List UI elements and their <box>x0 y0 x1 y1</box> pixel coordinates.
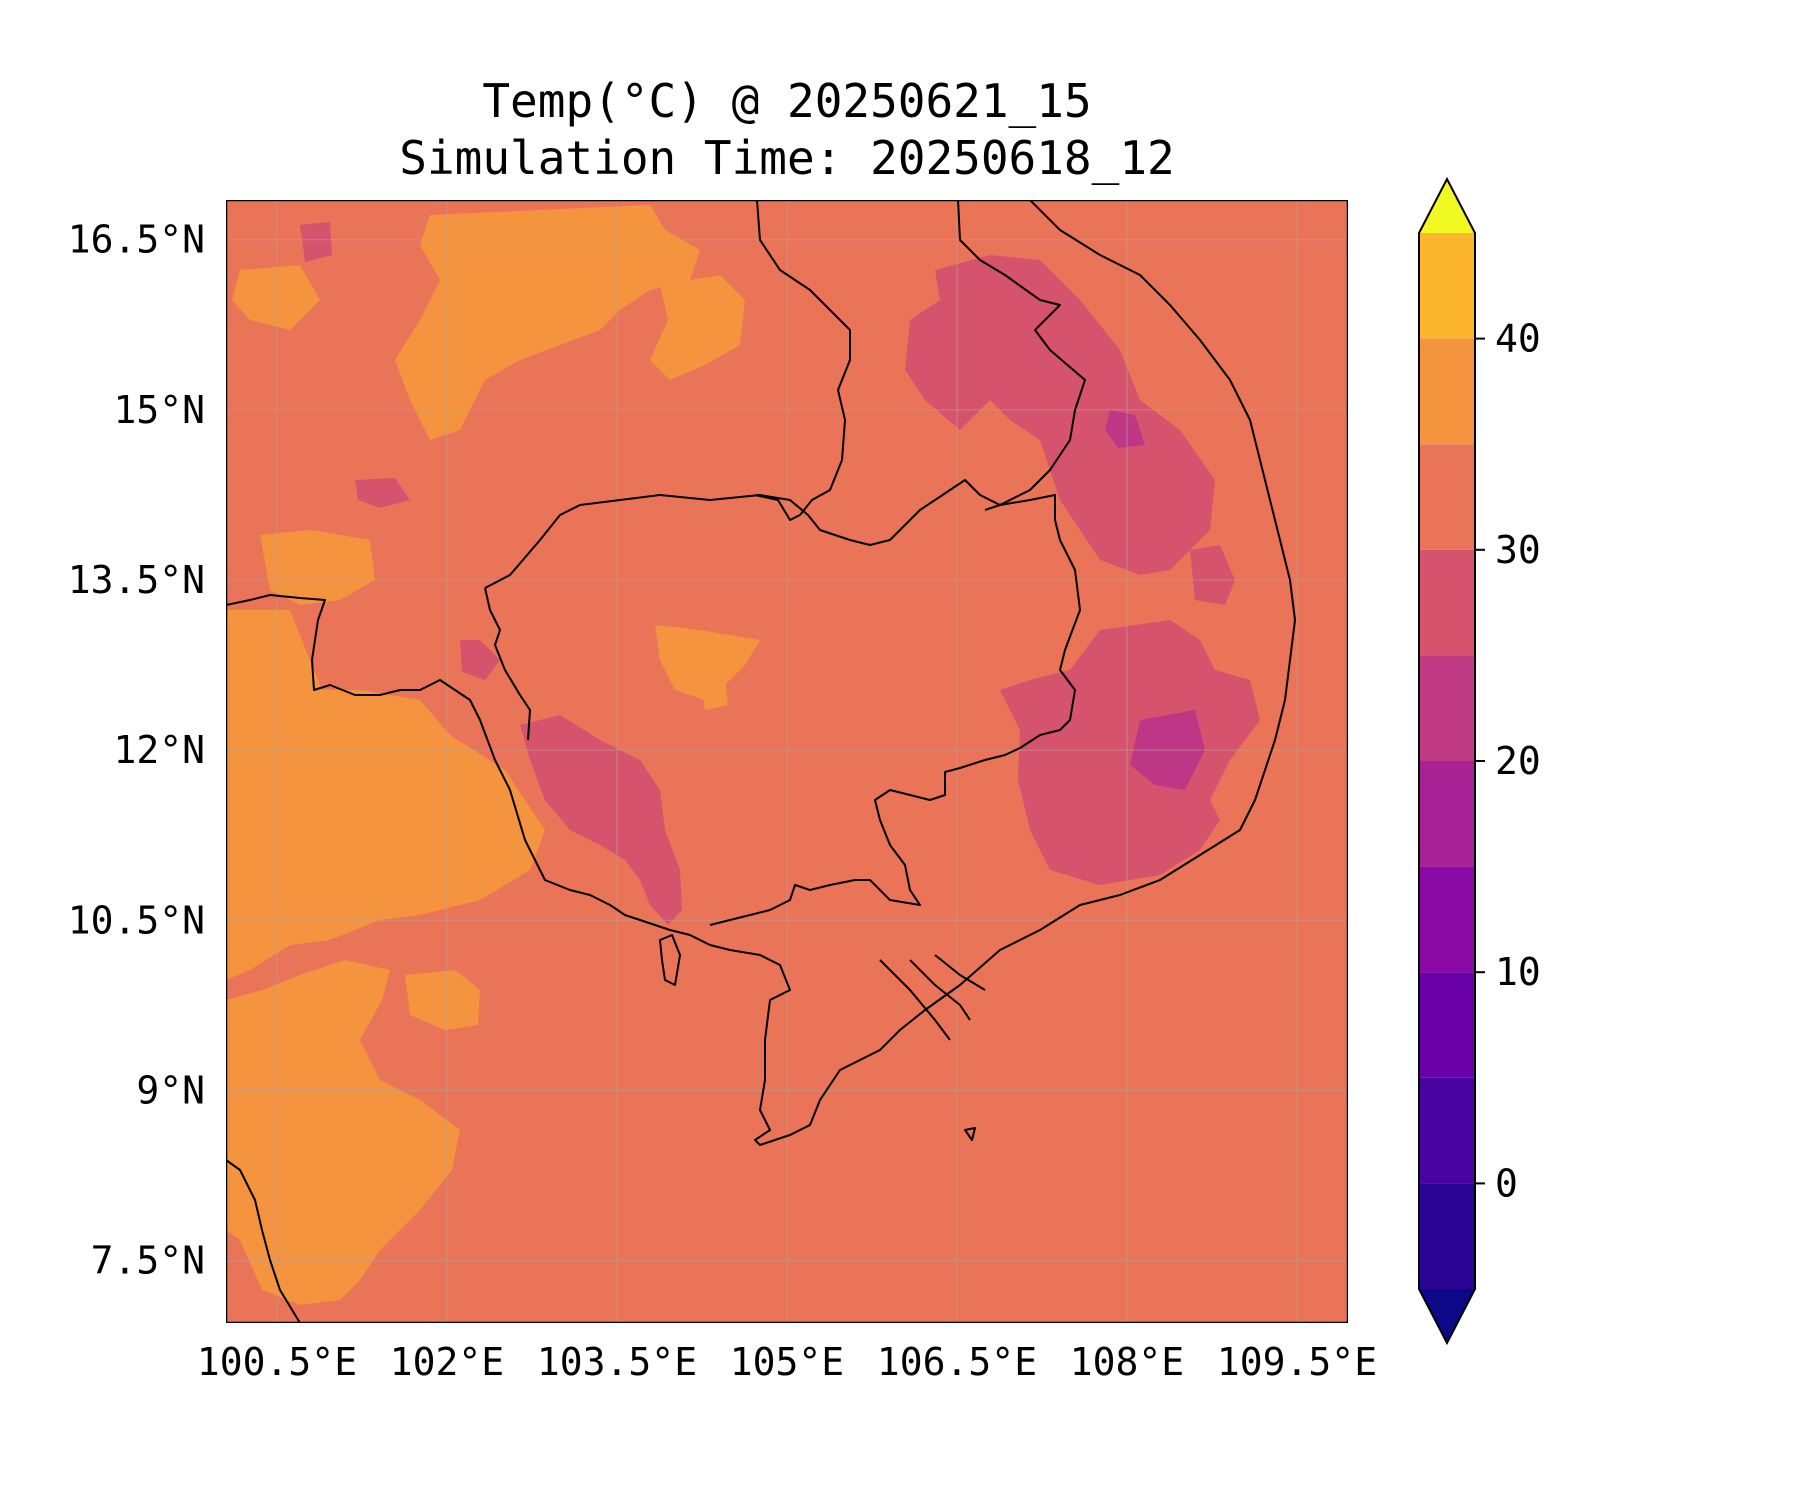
coastline-and-borders <box>226 200 1296 1323</box>
lat-tick-label: 16.5°N <box>68 218 205 262</box>
latitude-tick-labels: 16.5°N 15°N 13.5°N 12°N 10.5°N 9°N 7.5°N <box>68 218 205 1283</box>
colorbar-tick-label: 40 <box>1495 317 1541 361</box>
mekong-delta-3 <box>934 954 986 991</box>
lat-tick-label: 13.5°N <box>68 558 205 602</box>
cambodia-border <box>484 479 1081 926</box>
cool-region-north-patch <box>355 478 410 508</box>
lat-tick-label: 15°N <box>113 388 205 432</box>
warm-region-thailand-central <box>260 530 375 605</box>
warm-region-thailand-west <box>232 265 320 330</box>
colorbar-segment <box>1419 444 1475 550</box>
colorbar: 0 10 20 30 40 <box>1418 176 1541 1346</box>
thailand-cambodia-border <box>484 587 531 741</box>
cool-region-west-patch <box>460 640 500 680</box>
lat-tick-label: 7.5°N <box>91 1239 205 1283</box>
map-subtitle: Simulation Time: 20250618_12 <box>399 131 1174 185</box>
lon-tick-label: 102°E <box>390 1340 504 1384</box>
colorbar-tick-label: 30 <box>1495 528 1541 572</box>
laos-border <box>754 200 851 521</box>
warm-region-cambodia-patch <box>700 675 728 710</box>
colorbar-segment <box>1419 655 1475 761</box>
colorbar-segment <box>1419 549 1475 656</box>
colorbar-tick-label: 0 <box>1495 1161 1518 1205</box>
lon-tick-label: 106.5°E <box>877 1340 1037 1384</box>
colorbar-tick-label: 10 <box>1495 950 1541 994</box>
cool-region-central-highlands <box>905 255 1215 575</box>
vietnam-coastline <box>709 200 1296 1146</box>
warm-region-thailand-north <box>395 205 700 440</box>
lon-tick-label: 108°E <box>1070 1340 1184 1384</box>
warm-region-thailand-patch <box>650 275 745 380</box>
warm-region-gulf-of-thailand <box>226 610 545 980</box>
west-coastline <box>226 1159 301 1323</box>
warm-region-sea-patch <box>405 970 480 1030</box>
warm-region-cambodia-center <box>655 625 760 700</box>
colorbar-segment <box>1419 972 1475 1078</box>
cool-region-coastal <box>1190 545 1235 605</box>
temperature-field <box>226 200 1348 1323</box>
warm-region-southwest-sea <box>226 960 460 1305</box>
colorbar-outline <box>1418 176 1476 1346</box>
lat-tick-label: 12°N <box>113 728 205 772</box>
colorbar-segment <box>1419 1077 1475 1184</box>
colorbar-segment <box>1419 1183 1475 1289</box>
colorbar-segment <box>1419 233 1475 339</box>
colorbar-segment <box>1419 866 1475 973</box>
colorbar-over-arrow <box>1419 179 1475 233</box>
thailand-cambodia-coastline <box>226 594 711 946</box>
map-title: Temp(°C) @ 20250621_15 <box>482 74 1091 128</box>
lat-tick-label: 10.5°N <box>68 898 205 942</box>
mekong-delta-1 <box>879 959 951 1041</box>
cool-region-north-patch-2 <box>300 222 332 262</box>
longitude-tick-labels: 100.5°E 102°E 103.5°E 105°E 106.5°E 108°E 109.… <box>197 1340 1377 1384</box>
gridlines <box>226 200 1348 1323</box>
colorbar-tick-label: 20 <box>1495 739 1541 783</box>
colorbar-under-arrow <box>1419 1289 1475 1343</box>
lon-tick-label: 103.5°E <box>537 1340 697 1384</box>
lon-tick-label: 100.5°E <box>197 1340 357 1384</box>
island-con-son <box>964 1127 976 1141</box>
lon-tick-label: 109.5°E <box>1217 1340 1377 1384</box>
colorbar-segment <box>1419 761 1475 867</box>
cool-region-southern-highlands <box>1000 620 1260 885</box>
colorbar-segment <box>1419 338 1475 445</box>
mekong-delta-2 <box>909 959 971 1021</box>
lat-tick-label: 9°N <box>136 1068 205 1112</box>
cool-region-cardamom <box>520 715 682 925</box>
coldest-region-north <box>1105 410 1145 448</box>
island-phu-quoc <box>659 934 681 986</box>
lon-tick-label: 105°E <box>730 1340 844 1384</box>
laos-vietnam-border <box>957 200 1086 511</box>
